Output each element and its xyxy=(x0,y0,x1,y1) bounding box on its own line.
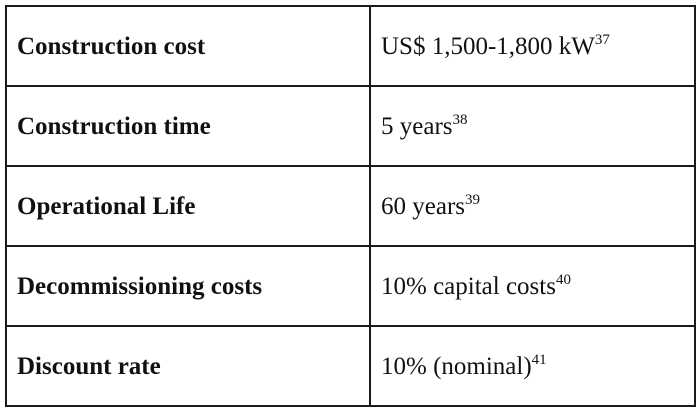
table-row: Discount rate 10% (nominal)41 xyxy=(5,325,696,407)
cell-value-text: 60 years xyxy=(381,192,465,220)
cell-value-text: US$ 1,500-1,800 kW xyxy=(381,32,595,60)
operational-life-label: Operational Life xyxy=(5,165,371,247)
construction-cost-label: Construction cost xyxy=(5,5,371,87)
construction-time-value: 5 years38 xyxy=(369,85,696,167)
decommissioning-costs-label: Decommissioning costs xyxy=(5,245,371,327)
discount-rate-label: Discount rate xyxy=(5,325,371,407)
footnote-ref: 41 xyxy=(531,351,547,368)
footnote-ref: 39 xyxy=(465,191,480,208)
discount-rate-value: 10% (nominal)41 xyxy=(369,325,696,407)
construction-time-label: Construction time xyxy=(5,85,371,167)
table-row: Construction time 5 years38 xyxy=(5,85,696,167)
operational-life-value: 60 years39 xyxy=(369,165,696,247)
footnote-ref: 37 xyxy=(594,31,610,48)
table-row: Decommissioning costs 10% capital costs4… xyxy=(5,245,696,327)
cell-value-text: 5 years xyxy=(381,112,453,140)
construction-cost-value: US$ 1,500-1,800 kW37 xyxy=(369,5,696,87)
table-row: Operational Life 60 years39 xyxy=(5,165,696,247)
footnote-ref: 38 xyxy=(452,111,468,128)
table-row: Construction cost US$ 1,500-1,800 kW37 xyxy=(5,5,696,87)
cost-parameters-table: Construction cost US$ 1,500-1,800 kW37 C… xyxy=(5,5,696,407)
cell-value-text: 10% capital costs xyxy=(381,272,556,300)
footnote-ref: 40 xyxy=(555,271,571,288)
cell-value-text: 10% (nominal) xyxy=(381,352,532,380)
decommissioning-costs-value: 10% capital costs40 xyxy=(369,245,696,327)
